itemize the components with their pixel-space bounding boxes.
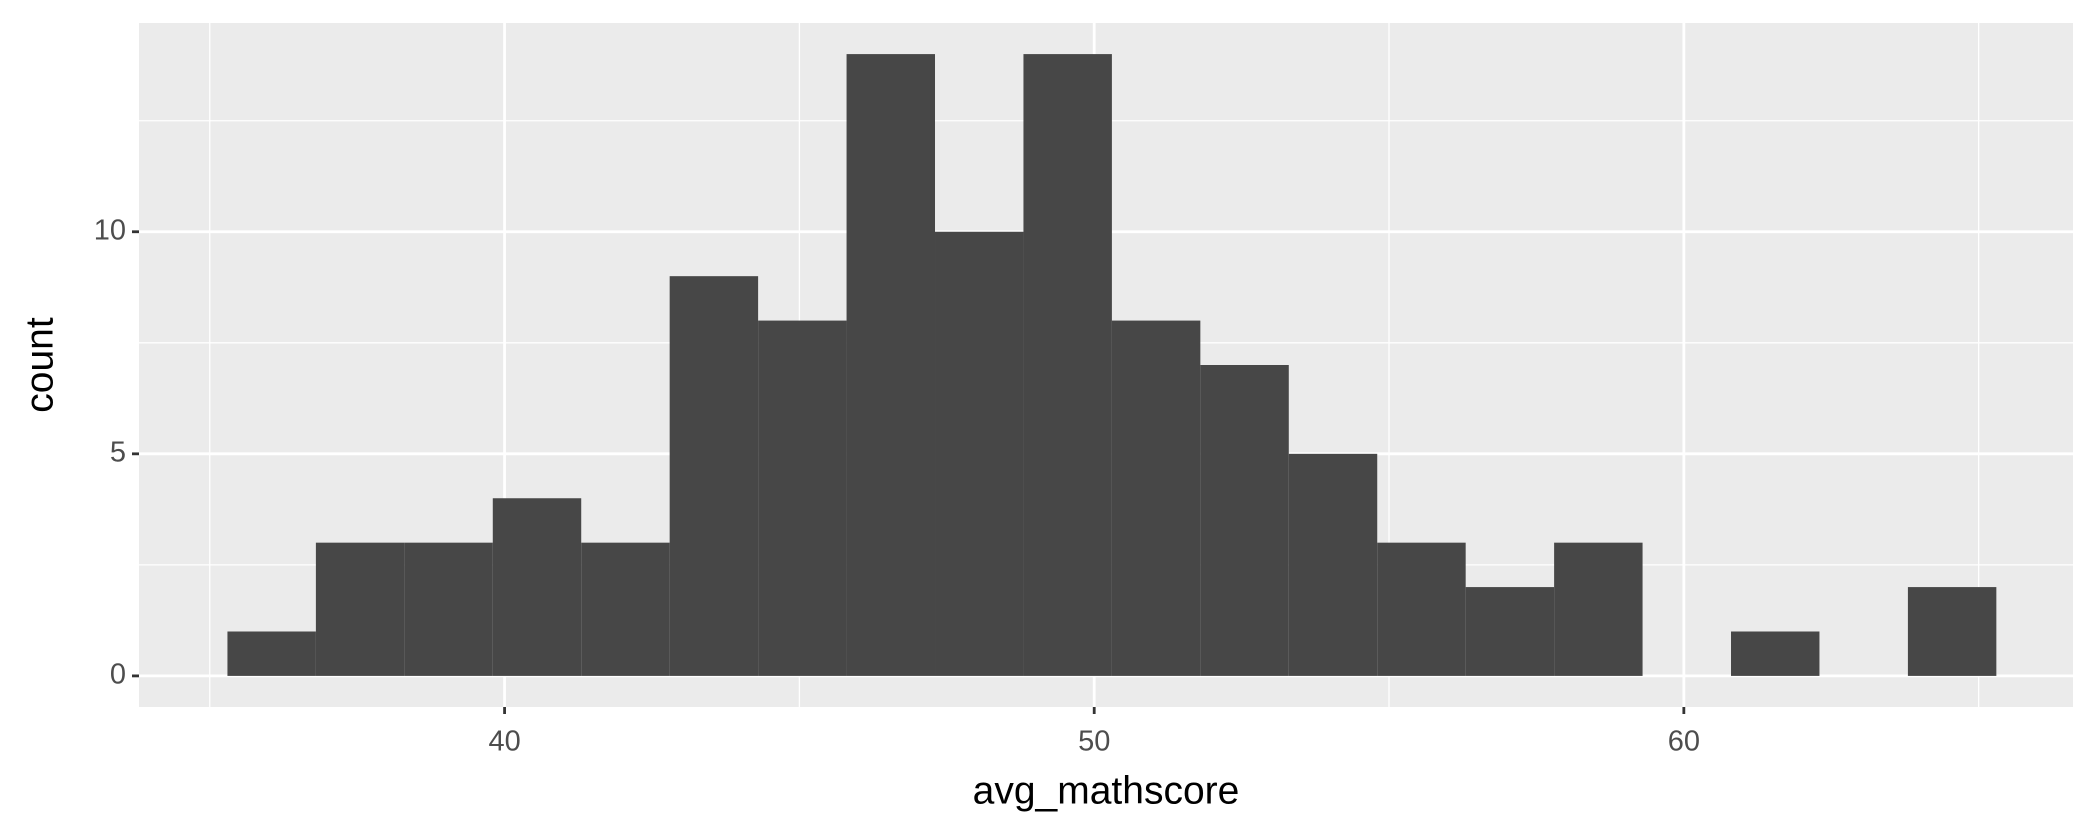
bar xyxy=(1731,631,1820,676)
x-tick-label: 60 xyxy=(1668,726,1700,758)
bar xyxy=(935,231,1024,676)
bar xyxy=(1554,542,1643,676)
bar xyxy=(758,320,847,676)
x-tick-label: 50 xyxy=(1078,726,1110,758)
bar xyxy=(1288,453,1378,676)
y-tick-label: 0 xyxy=(110,659,126,691)
y-axis-title: count xyxy=(18,317,61,413)
bar xyxy=(492,498,582,676)
bar xyxy=(1200,365,1289,676)
x-tick-label: 40 xyxy=(488,726,520,758)
y-tick-label: 10 xyxy=(94,214,126,246)
bar xyxy=(227,631,316,676)
bar xyxy=(315,542,405,676)
bar xyxy=(1111,320,1201,676)
y-tick-label: 5 xyxy=(110,436,126,468)
bar xyxy=(1907,587,1997,676)
bar xyxy=(1377,542,1466,676)
bar xyxy=(1023,54,1112,676)
bar xyxy=(1465,587,1555,676)
bar xyxy=(846,54,936,676)
bar xyxy=(581,542,670,676)
bar xyxy=(669,276,759,676)
bar xyxy=(404,542,493,676)
x-axis-title: avg_mathscore xyxy=(973,769,1240,812)
